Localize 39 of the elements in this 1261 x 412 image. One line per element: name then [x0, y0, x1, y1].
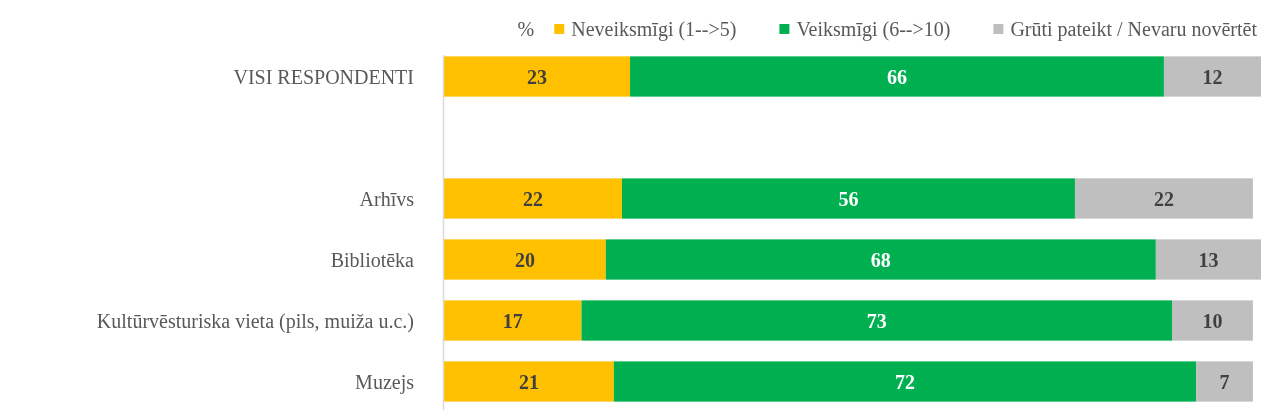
bar	[1163, 56, 1261, 97]
data-label: 73	[866, 309, 887, 332]
bar	[1155, 239, 1261, 280]
bar	[444, 361, 614, 402]
data-label: 22	[1153, 187, 1174, 210]
data-label: 10	[1202, 309, 1223, 332]
legend-label: Veiksmīgi (6-->10)	[796, 18, 951, 41]
y-tick-label: VISI RESPONDENTI	[233, 65, 414, 88]
bar	[1172, 300, 1253, 341]
bar	[630, 56, 1164, 97]
bar	[444, 178, 622, 219]
legend-label: Grūti pateikt / Nevaru novērtēt	[1010, 18, 1258, 41]
data-label: 22	[522, 187, 543, 210]
bar	[444, 56, 631, 97]
data-label: 68	[870, 248, 891, 271]
data-label: 21	[518, 370, 539, 393]
data-label: 56	[838, 187, 859, 210]
data-label: 72	[895, 370, 916, 393]
data-label: 20	[514, 248, 535, 271]
data-label: 66	[886, 65, 907, 88]
data-label: 17	[502, 309, 523, 332]
data-label: 12	[1202, 65, 1223, 88]
bar	[613, 361, 1197, 402]
data-label: 7	[1219, 370, 1230, 393]
bar	[444, 300, 582, 341]
y-tick-label: Muzejs	[355, 370, 415, 394]
legend-label: Neveiksmīgi (1-->5)	[571, 18, 737, 41]
y-tick-label: Bibliotēka	[330, 248, 415, 271]
y-tick-label: Arhīvs	[359, 187, 415, 210]
data-label: 13	[1198, 248, 1219, 271]
bar	[444, 239, 606, 280]
data-label: 23	[527, 65, 548, 88]
bar	[1196, 361, 1253, 402]
bar	[621, 178, 1075, 219]
bar	[1074, 178, 1253, 219]
bar	[581, 300, 1173, 341]
legend-title: %	[517, 18, 535, 40]
y-tick-label: Kultūrvēsturiska vieta (pils, muiža u.c.)	[96, 309, 414, 333]
bar	[605, 239, 1156, 280]
